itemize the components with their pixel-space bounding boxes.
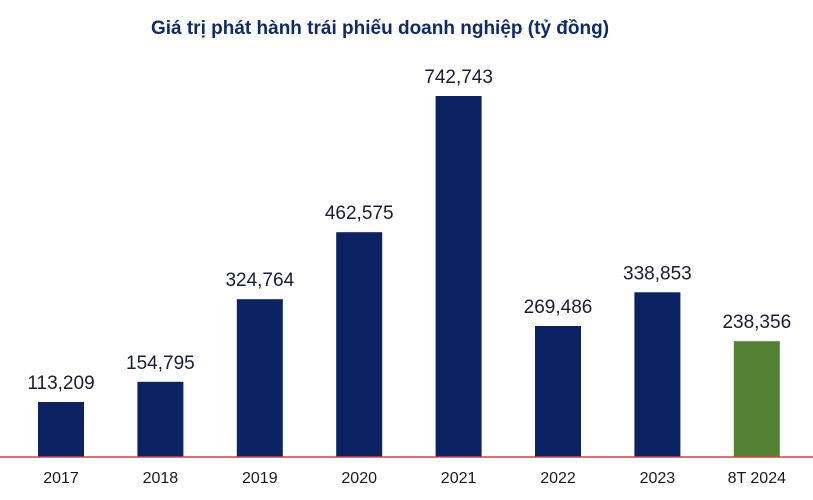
value-label-2017: 113,209 <box>27 373 94 394</box>
value-label-2023: 338,853 <box>623 263 692 284</box>
x-tick-label-2023: 2023 <box>640 470 676 487</box>
value-labels-layer: 113,209 154,795 324,764 462,575 742,743 269,4… <box>27 67 791 394</box>
x-tick-label-8t-2024: 8T 2024 <box>728 470 787 487</box>
value-label-2018: 154,795 <box>126 353 195 374</box>
x-tick-label-2019: 2019 <box>242 470 278 487</box>
bar-2020 <box>336 232 383 457</box>
x-tick-label-2018: 2018 <box>143 470 179 487</box>
bar-2017 <box>38 402 84 457</box>
bar-2021 <box>435 96 482 457</box>
x-tick-label-2020: 2020 <box>341 470 377 487</box>
chart-title: Giá trị phát hành trái phiếu doanh nghiệ… <box>150 18 610 39</box>
bar-2018 <box>137 381 184 457</box>
x-axis-tick-labels: 2017 2018 2019 2020 2021 2022 2023 8T 2024 <box>43 470 786 487</box>
x-tick-label-2017: 2017 <box>43 470 79 487</box>
bar-2019 <box>236 299 283 457</box>
value-label-2019: 324,764 <box>225 270 294 291</box>
value-label-2022: 269,486 <box>524 297 593 318</box>
bar-8t-2024 <box>733 341 780 457</box>
bar-2022 <box>535 326 581 457</box>
bars-layer <box>38 96 780 457</box>
bar-2023 <box>634 292 681 457</box>
x-tick-label-2022: 2022 <box>540 470 576 487</box>
value-label-8t-2024: 238,356 <box>722 312 791 333</box>
x-tick-label-2021: 2021 <box>441 470 477 487</box>
value-label-2021: 742,743 <box>424 67 493 88</box>
value-label-2020: 462,575 <box>325 203 394 224</box>
